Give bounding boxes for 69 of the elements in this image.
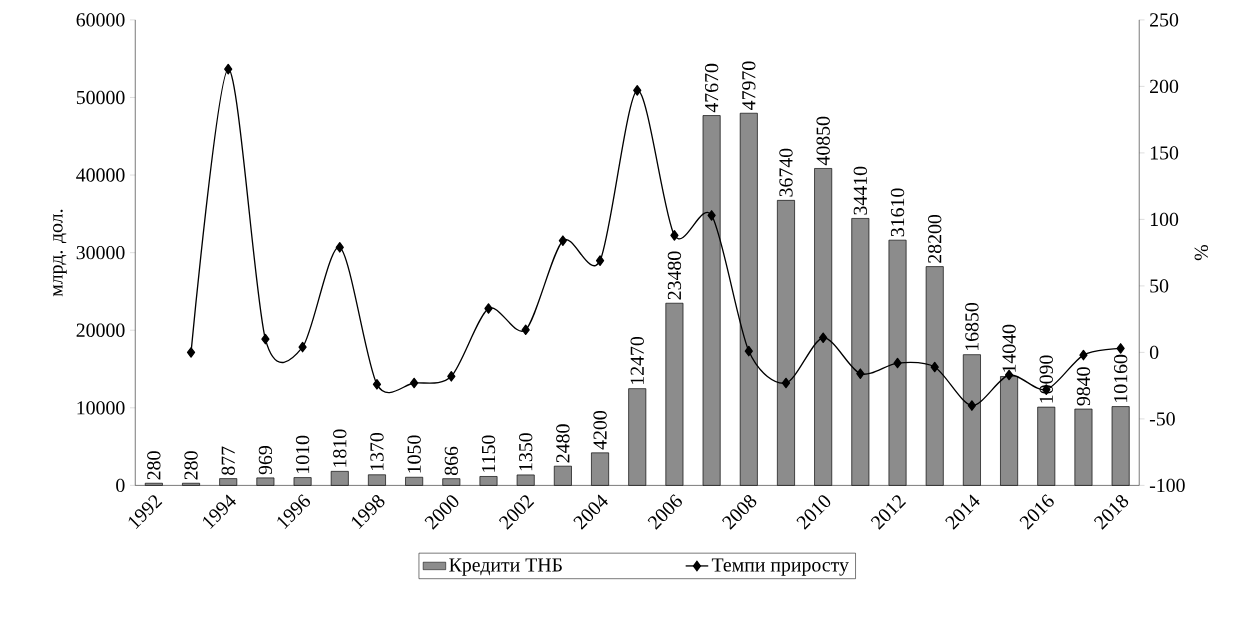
- data-label: 28200: [928, 215, 942, 264]
- y-tick-label: 0: [116, 478, 125, 493]
- point: [967, 400, 977, 412]
- data-label: 47670: [704, 64, 719, 113]
- point: [261, 333, 270, 345]
- y-tick-label: 10000: [77, 401, 125, 415]
- point: [558, 235, 567, 247]
- y2-tick-label: 100: [1150, 212, 1179, 227]
- data-label: 1010: [295, 435, 310, 474]
- point: [1116, 343, 1125, 354]
- point: [670, 230, 679, 241]
- point: [595, 255, 605, 267]
- y2-tick-label: -100: [1149, 478, 1185, 493]
- data-label: 14040: [1002, 324, 1016, 372]
- y2-tick-label: 200: [1150, 79, 1179, 94]
- point: [1079, 349, 1088, 361]
- y2-tick-label: 250: [1150, 13, 1179, 27]
- point: [856, 368, 865, 380]
- point: [224, 63, 233, 75]
- data-label: 9840: [1076, 367, 1091, 406]
- data-label: 23480: [667, 251, 682, 300]
- data-label: 1150: [481, 435, 496, 472]
- y2-tick-label: 150: [1150, 146, 1179, 160]
- data-label: 10160: [1113, 355, 1128, 403]
- point: [707, 210, 716, 221]
- data-label: 866: [444, 446, 458, 476]
- point: [298, 341, 307, 353]
- data-label: 12470: [630, 337, 644, 385]
- data-label: 280: [147, 451, 161, 480]
- y2-tick-label: 50: [1150, 279, 1169, 293]
- data-label: 36740: [779, 148, 793, 197]
- point: [410, 377, 419, 389]
- data-label: 280: [184, 451, 198, 480]
- point: [372, 379, 382, 390]
- legend-label: Темпи приросту: [711, 558, 849, 576]
- data-label: 1370: [370, 433, 384, 471]
- point: [819, 332, 828, 344]
- y-tick-label: 30000: [76, 246, 125, 260]
- y2-tick-label: -50: [1149, 412, 1175, 426]
- y-tick-label: 50000: [76, 90, 125, 105]
- point: [484, 303, 493, 314]
- data-label: 4200: [593, 411, 607, 450]
- point: [447, 371, 456, 382]
- legend-label: Кредити ТНБ: [449, 558, 562, 576]
- y-tick-label: 60000: [76, 13, 125, 27]
- y-tick-label: 20000: [76, 323, 125, 338]
- point: [633, 85, 642, 96]
- data-label: 34410: [853, 166, 868, 215]
- data-label: 16850: [965, 303, 979, 351]
- data-label: 40850: [816, 116, 830, 166]
- data-label: 1350: [519, 433, 533, 471]
- data-label: 969: [258, 446, 273, 475]
- point: [744, 345, 753, 357]
- data-label: 31610: [890, 188, 905, 237]
- y-tick-label: 40000: [76, 168, 125, 182]
- point: [930, 361, 939, 373]
- point: [893, 357, 902, 369]
- y2-tick-label: 0: [1149, 345, 1159, 360]
- y-axis-title: млрд. дол.: [53, 209, 67, 297]
- point: [335, 242, 344, 253]
- point: [781, 377, 791, 389]
- y2-axis-title: %: [1194, 245, 1209, 261]
- data-label: 877: [221, 446, 235, 476]
- data-label: 1810: [333, 429, 347, 467]
- data-label: 1050: [407, 435, 421, 473]
- point: [186, 347, 196, 358]
- data-label: 2480: [556, 424, 570, 463]
- data-label: 47970: [742, 61, 756, 111]
- point: [521, 324, 530, 336]
